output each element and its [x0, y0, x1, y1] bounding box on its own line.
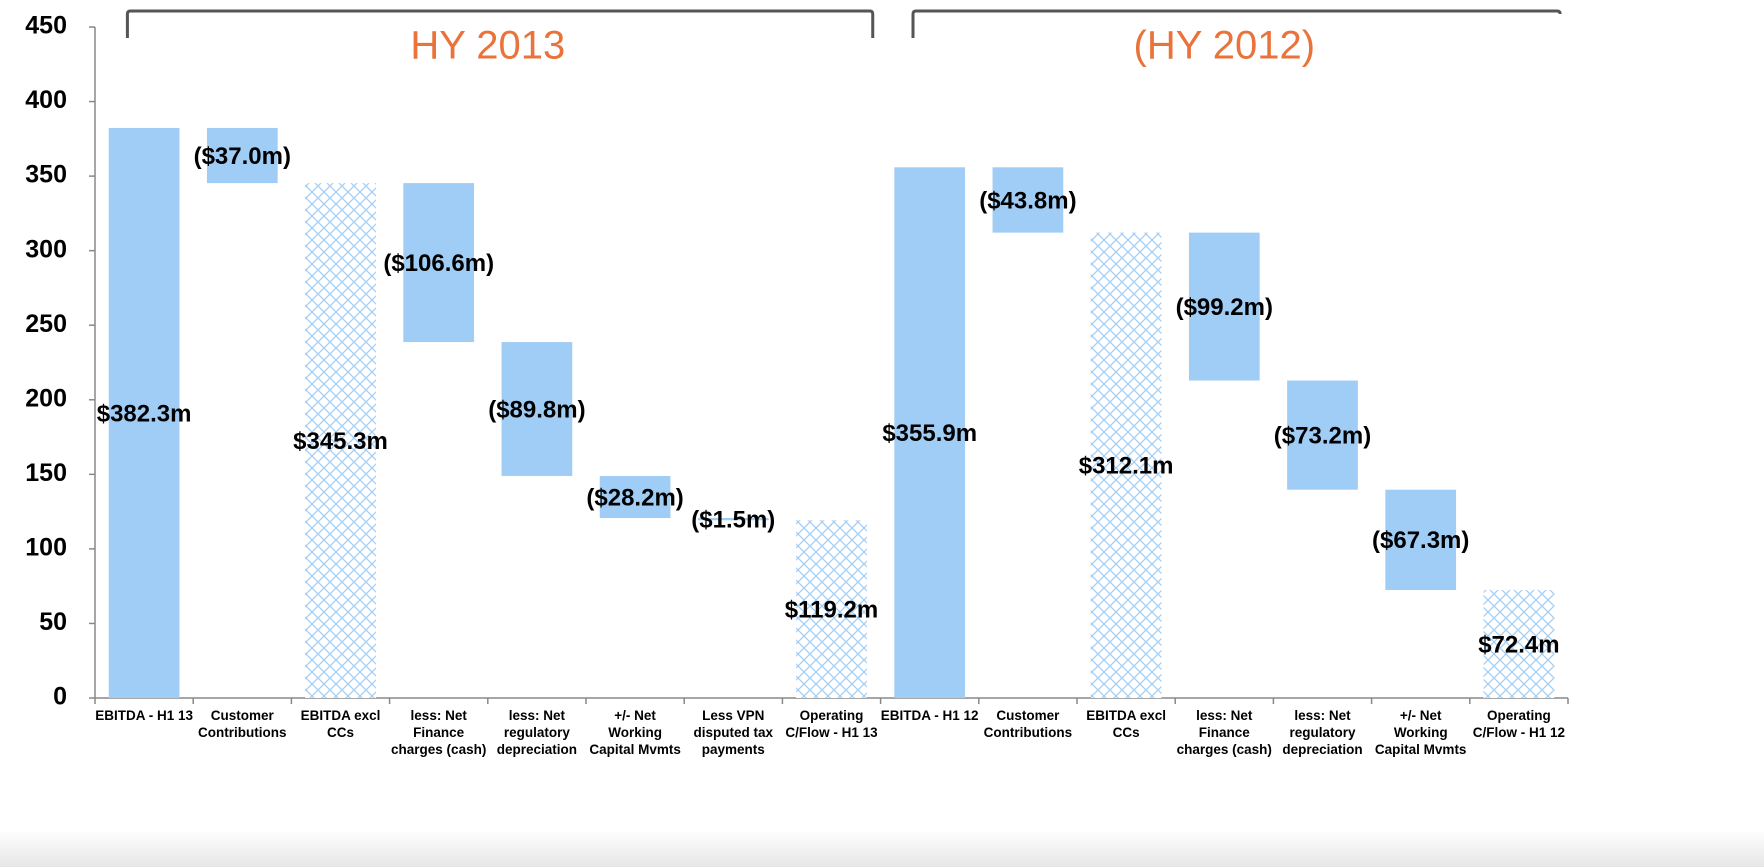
value-label: ($89.8m): [488, 396, 585, 423]
value-label: ($106.6m): [383, 250, 494, 277]
value-label: ($28.2m): [586, 484, 683, 511]
y-tick-label: 150: [25, 459, 67, 487]
y-tick-label: 400: [25, 86, 67, 114]
x-tick-label: Operating C/Flow - H1 12: [1472, 708, 1566, 740]
y-tick-label: 250: [25, 310, 67, 338]
bar: [108, 127, 180, 698]
y-tick-label: 0: [53, 683, 67, 711]
x-tick-label: EBITDA excl CCs: [300, 708, 381, 740]
x-tick-label: Operating C/Flow - H1 13: [785, 708, 878, 740]
y-tick-label: 350: [25, 161, 67, 189]
x-tick-label: +/- Net Working Capital Mvmts: [1374, 708, 1467, 757]
value-label: ($99.2m): [1176, 294, 1273, 321]
bar: [697, 518, 769, 521]
x-tick-label: Customer Contributions: [198, 708, 287, 740]
bar: [894, 167, 966, 699]
value-label: $382.3m: [97, 400, 192, 427]
x-tick-label: EBITDA excl CCs: [1086, 708, 1166, 740]
x-tick-label: Customer Contributions: [983, 708, 1073, 740]
bar: [206, 127, 278, 184]
value-label: ($67.3m): [1372, 527, 1469, 554]
x-tick-label: EBITDA - H1 12: [880, 708, 979, 723]
bar: [1287, 380, 1358, 490]
group-label: (HY 2012): [1134, 24, 1316, 68]
y-tick-label: 200: [25, 384, 67, 412]
value-label: $119.2m: [785, 596, 878, 623]
x-tick-label: less: Net regulatory depreciation: [496, 708, 578, 757]
bar: [599, 475, 671, 519]
x-tick-label: EBITDA - H1 13: [95, 708, 193, 723]
group-bracket: [911, 9, 1562, 38]
bar: [403, 183, 475, 343]
bar: [501, 342, 573, 476]
bar: [1188, 232, 1260, 381]
value-label: $355.9m: [882, 420, 977, 447]
bar: [1483, 590, 1555, 698]
value-label: ($1.5m): [691, 506, 775, 533]
y-tick-label: 100: [25, 533, 67, 561]
bar: [1090, 232, 1162, 699]
value-label: ($37.0m): [194, 143, 291, 170]
x-tick-label: less: Net Finance charges (cash): [1176, 708, 1272, 757]
x-tick-label: +/- Net Working Capital Mvmts: [589, 708, 681, 757]
x-tick-label: less: Net Finance charges (cash): [391, 708, 487, 757]
value-label: ($73.2m): [1274, 422, 1371, 449]
bar: [305, 183, 376, 699]
value-label: ($43.8m): [979, 187, 1076, 214]
bar: [796, 520, 867, 698]
y-tick-label: 450: [25, 12, 67, 40]
x-tick-label: Less VPN disputed tax payments: [693, 708, 774, 757]
bar: [992, 167, 1064, 233]
footer-band: [0, 830, 1764, 867]
group-bracket: [125, 9, 875, 38]
y-tick-label: 50: [39, 608, 67, 636]
value-label: $72.4m: [1478, 631, 1559, 658]
x-tick-label: less: Net regulatory depreciation: [1282, 708, 1363, 757]
group-label: HY 2013: [410, 24, 565, 68]
y-tick-label: 300: [25, 235, 67, 263]
bar: [1385, 489, 1457, 591]
value-label: $312.1m: [1079, 453, 1174, 480]
value-label: $345.3m: [293, 428, 388, 455]
